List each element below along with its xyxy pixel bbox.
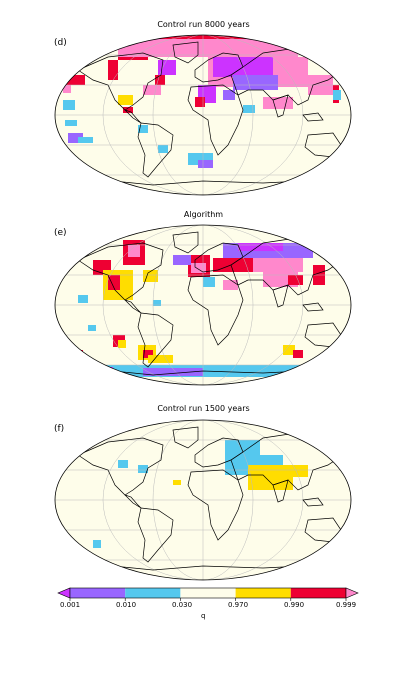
map-f-border xyxy=(54,419,352,581)
colorbar xyxy=(57,587,359,601)
map-f xyxy=(54,419,352,581)
colorbar-segment-4 xyxy=(290,588,346,598)
colorbar-tick-1: 0.010 xyxy=(115,601,137,609)
colorbar-segment-1 xyxy=(125,588,181,598)
panel-d: Control run 8000 years (d) xyxy=(0,0,407,200)
colorbar-extend-low xyxy=(57,587,71,599)
panel-e-letter: (e) xyxy=(54,228,67,238)
colorbar-tick-3: 0.970 xyxy=(227,601,249,609)
colorbar-label: q xyxy=(201,612,206,620)
colorbar-tick-0: 0.001 xyxy=(59,601,81,609)
map-e-border xyxy=(54,224,352,386)
map-e xyxy=(54,224,352,386)
colorbar-tick-4: 0.990 xyxy=(283,601,305,609)
panel-d-letter: (d) xyxy=(54,38,67,48)
colorbar-extend-high xyxy=(345,587,359,599)
panel-e-title: Algorithm xyxy=(183,210,224,219)
map-d xyxy=(54,34,352,196)
panel-d-title: Control run 8000 years xyxy=(157,20,250,29)
colorbar-tick-5: 0.999 xyxy=(335,601,357,609)
map-d-border xyxy=(54,34,352,196)
colorbar-tick-2: 0.030 xyxy=(171,601,193,609)
panel-f-title: Control run 1500 years xyxy=(157,404,250,413)
colorbar-segment-2 xyxy=(180,588,236,598)
colorbar-segment-3 xyxy=(235,588,291,598)
panel-f-letter: (f) xyxy=(54,424,65,434)
colorbar-segment-0 xyxy=(70,588,126,598)
map-f-anomalies xyxy=(93,440,308,548)
